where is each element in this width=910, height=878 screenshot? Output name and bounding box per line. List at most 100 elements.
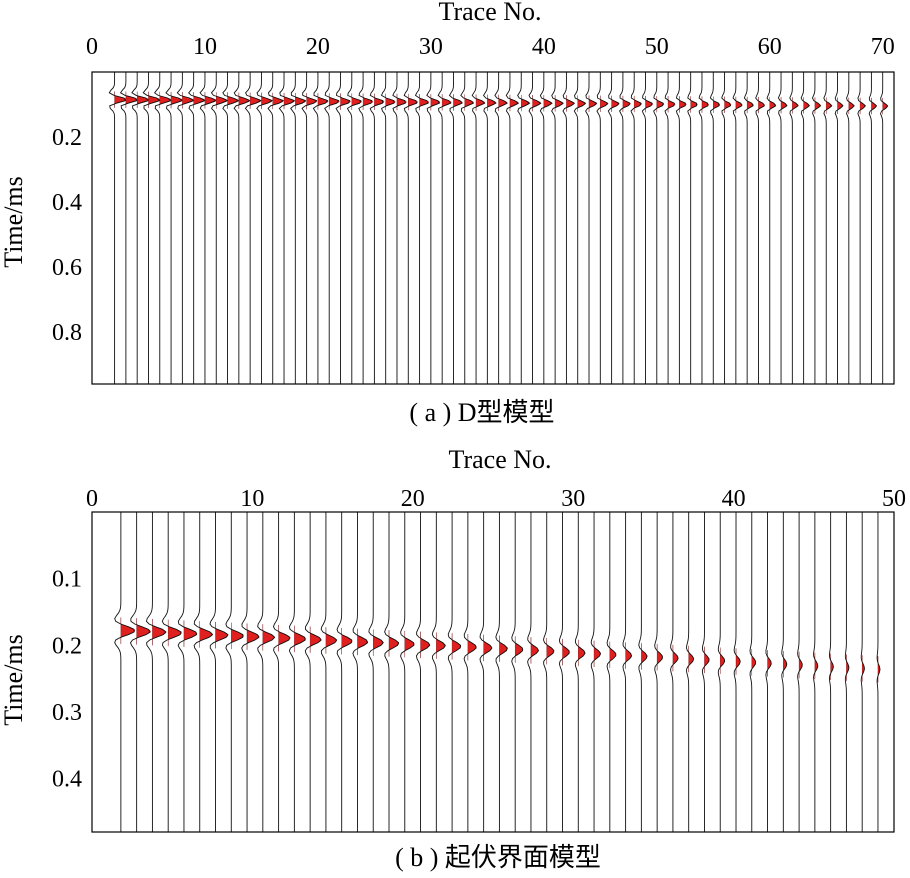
y-tick-label: 0.8 bbox=[52, 320, 82, 346]
seismic-trace bbox=[527, 512, 539, 832]
trace-fill bbox=[713, 96, 721, 113]
trace-fill bbox=[667, 96, 676, 113]
seismic-trace bbox=[257, 512, 276, 832]
seismic-trace bbox=[288, 512, 306, 832]
seismic-trace bbox=[709, 72, 720, 384]
panel-b-xlabel: Trace No. bbox=[448, 445, 551, 474]
trace-fill bbox=[385, 93, 396, 111]
seismic-trace bbox=[415, 512, 431, 832]
seismic-trace bbox=[145, 512, 167, 832]
trace-fill bbox=[419, 94, 430, 111]
seismic-trace bbox=[244, 72, 262, 384]
seismic-trace bbox=[844, 512, 850, 832]
seismic-trace bbox=[426, 72, 441, 384]
trace-fill bbox=[498, 94, 508, 112]
trace-fill bbox=[362, 93, 374, 110]
seismic-trace bbox=[777, 72, 788, 384]
seismic-trace bbox=[765, 512, 772, 832]
panel-a-x-ticks: 0 10 20 30 40 50 60 70 bbox=[86, 34, 895, 60]
trace-fill bbox=[261, 92, 273, 110]
x-tick-label: 20 bbox=[401, 486, 425, 512]
seismic-trace bbox=[278, 72, 296, 384]
x-tick-label: 30 bbox=[561, 486, 585, 512]
seismic-trace bbox=[698, 72, 709, 384]
seismic-trace bbox=[431, 512, 446, 832]
seismic-trace bbox=[209, 512, 229, 832]
trace-fill bbox=[758, 96, 765, 114]
seismic-trace bbox=[511, 512, 524, 832]
trace-fill bbox=[306, 93, 318, 110]
trace-fill bbox=[441, 94, 452, 111]
seismic-trace bbox=[800, 72, 810, 384]
seismic-trace bbox=[823, 72, 833, 384]
seismic-trace bbox=[482, 72, 497, 384]
trace-fill bbox=[388, 630, 399, 657]
trace-fill bbox=[317, 93, 329, 110]
trace-fill bbox=[609, 641, 617, 668]
seismic-trace bbox=[119, 72, 138, 384]
seismic-trace bbox=[320, 512, 338, 832]
seismic-trace bbox=[596, 72, 609, 384]
seismic-trace bbox=[290, 72, 307, 384]
panel-b: Trace No. 0 10 20 30 40 50 0.1 0.2 0.3 0.4 Time/… bbox=[0, 445, 906, 872]
y-tick-label: 0.4 bbox=[52, 767, 82, 793]
trace-fill bbox=[294, 625, 306, 653]
seismic-trace bbox=[641, 72, 653, 384]
seismic-trace bbox=[108, 72, 127, 384]
trace-fill bbox=[735, 648, 741, 675]
seismic-trace bbox=[256, 72, 274, 384]
trace-fill bbox=[724, 96, 732, 113]
seismic-trace bbox=[733, 512, 741, 832]
trace-fill bbox=[278, 624, 291, 652]
seismic-trace bbox=[687, 72, 697, 384]
trace-fill bbox=[204, 92, 217, 109]
seismic-trace bbox=[381, 72, 395, 384]
seismic-trace bbox=[403, 72, 418, 384]
x-tick-label: 0 bbox=[86, 486, 98, 512]
panel-a-ylabel: Time/ms bbox=[0, 176, 28, 268]
seismic-trace bbox=[272, 512, 291, 832]
seismic-trace bbox=[400, 512, 415, 832]
seismic-trace bbox=[539, 72, 553, 384]
trace-fill bbox=[351, 93, 362, 110]
x-tick-label: 30 bbox=[419, 34, 443, 60]
trace-fill bbox=[215, 621, 229, 649]
trace-fill bbox=[848, 97, 855, 115]
seismic-trace bbox=[471, 72, 486, 384]
seismic-trace bbox=[324, 72, 340, 384]
trace-fill bbox=[690, 96, 698, 113]
trace-fill bbox=[554, 95, 564, 112]
trace-fill bbox=[183, 620, 198, 647]
x-tick-label: 50 bbox=[882, 486, 906, 512]
trace-fill bbox=[249, 92, 262, 109]
seismic-trace bbox=[369, 72, 384, 384]
panel-a-xlabel: Trace No. bbox=[438, 0, 541, 26]
seismic-trace bbox=[267, 72, 285, 384]
trace-fill bbox=[622, 95, 631, 113]
trace-fill bbox=[340, 93, 351, 110]
seismic-trace bbox=[781, 512, 788, 832]
trace-fill bbox=[530, 637, 539, 664]
seismic-trace bbox=[222, 72, 240, 384]
seismic-trace bbox=[675, 72, 686, 384]
trace-fill bbox=[532, 94, 541, 112]
seismic-trace bbox=[585, 72, 598, 384]
seismic-trace bbox=[789, 72, 799, 384]
seismic-trace bbox=[653, 72, 664, 384]
trace-fill bbox=[679, 96, 687, 113]
trace-fill bbox=[272, 92, 284, 110]
seismic-trace bbox=[664, 72, 675, 384]
trace-fill bbox=[783, 650, 788, 678]
trace-fill bbox=[566, 95, 575, 112]
seismic-trace bbox=[161, 512, 182, 832]
seismic-trace bbox=[177, 512, 198, 832]
trace-fill bbox=[436, 632, 446, 659]
panel-a-y-ticks: 0.2 0.4 0.6 0.8 bbox=[52, 125, 82, 346]
seismic-trace bbox=[505, 72, 520, 384]
trace-fill bbox=[341, 627, 353, 655]
y-tick-label: 0.1 bbox=[52, 567, 82, 593]
seismic-trace bbox=[142, 72, 161, 384]
trace-fill bbox=[746, 96, 754, 114]
trace-fill bbox=[120, 617, 136, 644]
panel-b-traces bbox=[114, 512, 881, 832]
